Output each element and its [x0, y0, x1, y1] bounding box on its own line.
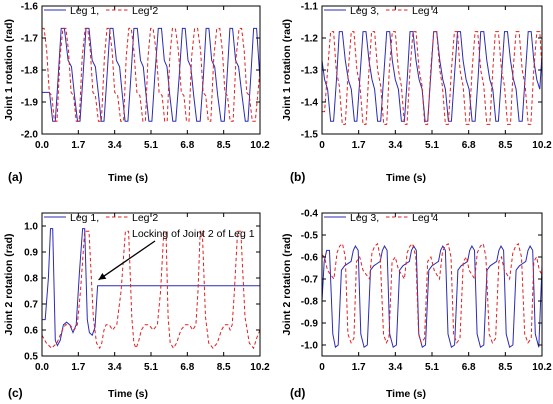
- x-tick-label: 0: [319, 362, 325, 373]
- y-tick-label: 0.6: [24, 326, 38, 337]
- x-tick-label: 0: [319, 140, 325, 151]
- legend: Leg 3, Leg 4: [324, 212, 438, 224]
- y-tick-label: -0.7: [301, 275, 319, 286]
- y-axis-title: Joint 1 rotation (rad): [3, 19, 15, 121]
- y-tick-label: -1.5: [301, 130, 319, 141]
- y-tick-label: -1.2: [301, 34, 319, 45]
- x-tick-label: 5.1: [425, 362, 439, 373]
- x-tick-label: 8.5: [217, 362, 231, 373]
- y-tick-label: -1.6: [21, 2, 39, 13]
- series-line-leg-2: [42, 230, 260, 350]
- x-tick-label: 5.1: [144, 362, 158, 373]
- x-tick-label: 6.8: [180, 140, 194, 151]
- panel-d: 0 1.7 3.4 5.1 6.8 8.5 10.2 -0.4 -0.5 -0.6 -0.7 -0.8…: [281, 209, 552, 401]
- legend: Leg 3, Leg 4: [324, 5, 438, 17]
- panel-c: 0.0 1.7 3.4 5.1 6.8 8.5 10.2 0.5 0.6 0.7 0.8 0.9 1.0…: [3, 212, 270, 400]
- y-tick-label: -0.5: [301, 231, 319, 242]
- x-tick-label: 10.2: [532, 362, 552, 373]
- panel-a: 0.0 1.7 3.4 5.1 6.8 8.5 10.2 -1.6 -1.7 -1.8 -1.9 -2…: [3, 2, 270, 185]
- legend: Leg 1, Leg 2: [44, 212, 158, 224]
- y-tick-label: -1.9: [21, 98, 39, 109]
- x-tick-label: 1.7: [352, 140, 366, 151]
- x-tick-label: 1.7: [352, 362, 366, 373]
- x-tick-label: 10.2: [250, 140, 270, 151]
- annotation-arrowhead: [98, 272, 107, 280]
- y-axis-title: Joint 2 rotation (rad): [281, 233, 293, 335]
- y-axis-title: Joint 1 rotation (rad): [281, 19, 293, 121]
- x-tick-label: 3.4: [388, 362, 402, 373]
- legend-entry-2: Leg 4: [412, 212, 438, 224]
- y-tick-label: -1.4: [301, 98, 319, 109]
- y-tick-label: -1.1: [301, 2, 319, 13]
- series-line-leg-1: [42, 27, 260, 122]
- y-tick-label: -1.7: [21, 34, 39, 45]
- annotation: Locking of Joint 2 of Leg 1: [98, 228, 255, 281]
- y-tick-label: 0.8: [24, 274, 38, 285]
- x-tick-label: 6.8: [462, 362, 476, 373]
- x-tick-label: 5.1: [144, 140, 158, 151]
- x-axis-title: Time (s): [386, 172, 426, 184]
- series-line-leg-2: [42, 27, 260, 122]
- x-tick-label: 1.7: [71, 362, 85, 373]
- plot-frame: [321, 5, 543, 135]
- panel-label: (c): [8, 386, 23, 400]
- y-tick-label: -0.9: [301, 319, 319, 330]
- y-tick-label: 1.0: [24, 222, 38, 233]
- x-axis-title: Time (s): [108, 388, 148, 400]
- x-tick-label: 8.5: [498, 140, 512, 151]
- x-tick-label: 6.8: [180, 362, 194, 373]
- panel-label: (d): [290, 386, 305, 400]
- series-line-leg-3: [322, 244, 542, 349]
- y-tick-label: -1.0: [301, 341, 319, 352]
- plot-frame: [321, 212, 543, 357]
- x-tick-label: 3.4: [108, 140, 122, 151]
- panel-b: 0 1.7 3.4 5.1 6.8 8.5 10.2 -1.1 -1.2 -1.3 -1.4 -1.5…: [281, 2, 552, 185]
- legend-entry-1: Leg 3,: [350, 5, 379, 17]
- y-tick-label: -0.6: [301, 253, 319, 264]
- panel-label: (a): [8, 170, 23, 184]
- panel-label: (b): [290, 170, 305, 184]
- series-line-leg-4: [322, 31, 542, 125]
- annotation-arrow-line: [98, 240, 156, 281]
- legend-entry-2: Leg 4: [412, 5, 438, 17]
- x-tick-label: 3.4: [108, 362, 122, 373]
- series-line-leg-1: [42, 228, 260, 347]
- x-tick-label: 8.5: [217, 140, 231, 151]
- y-tick-label: 0.7: [24, 300, 38, 311]
- legend-entry-2: Leg 2: [132, 5, 158, 17]
- y-tick-label: -1.3: [301, 66, 319, 77]
- x-tick-label: 5.1: [425, 140, 439, 151]
- x-tick-label: 0.0: [35, 140, 49, 151]
- x-tick-label: 6.8: [462, 140, 476, 151]
- x-tick-label: 10.2: [532, 140, 552, 151]
- legend-entry-1: Leg 1,: [70, 212, 99, 224]
- y-axis-title: Joint 2 rotation (rad): [3, 233, 15, 335]
- x-axis-title: Time (s): [108, 172, 148, 184]
- legend-entry-2: Leg 2: [132, 212, 158, 224]
- x-tick-label: 0.0: [35, 362, 49, 373]
- x-tick-label: 1.7: [71, 140, 85, 151]
- x-tick-label: 8.5: [498, 362, 512, 373]
- y-tick-label: -0.4: [301, 209, 319, 220]
- y-tick-label: -1.8: [21, 66, 39, 77]
- annotation-text: Locking of Joint 2 of Leg 1: [132, 228, 255, 240]
- legend: Leg 1, Leg 2: [44, 5, 158, 17]
- y-tick-label: 0.9: [24, 248, 38, 259]
- x-tick-label: 10.2: [250, 362, 270, 373]
- y-tick-label: -2.0: [21, 130, 39, 141]
- y-tick-label: 0.5: [24, 352, 38, 363]
- x-axis-title: Time (s): [386, 388, 426, 400]
- y-tick-label: -0.8: [301, 297, 319, 308]
- legend-entry-1: Leg 3,: [350, 212, 379, 224]
- series-line-leg-4: [322, 242, 542, 345]
- legend-entry-1: Leg 1,: [70, 5, 99, 17]
- x-tick-label: 3.4: [388, 140, 402, 151]
